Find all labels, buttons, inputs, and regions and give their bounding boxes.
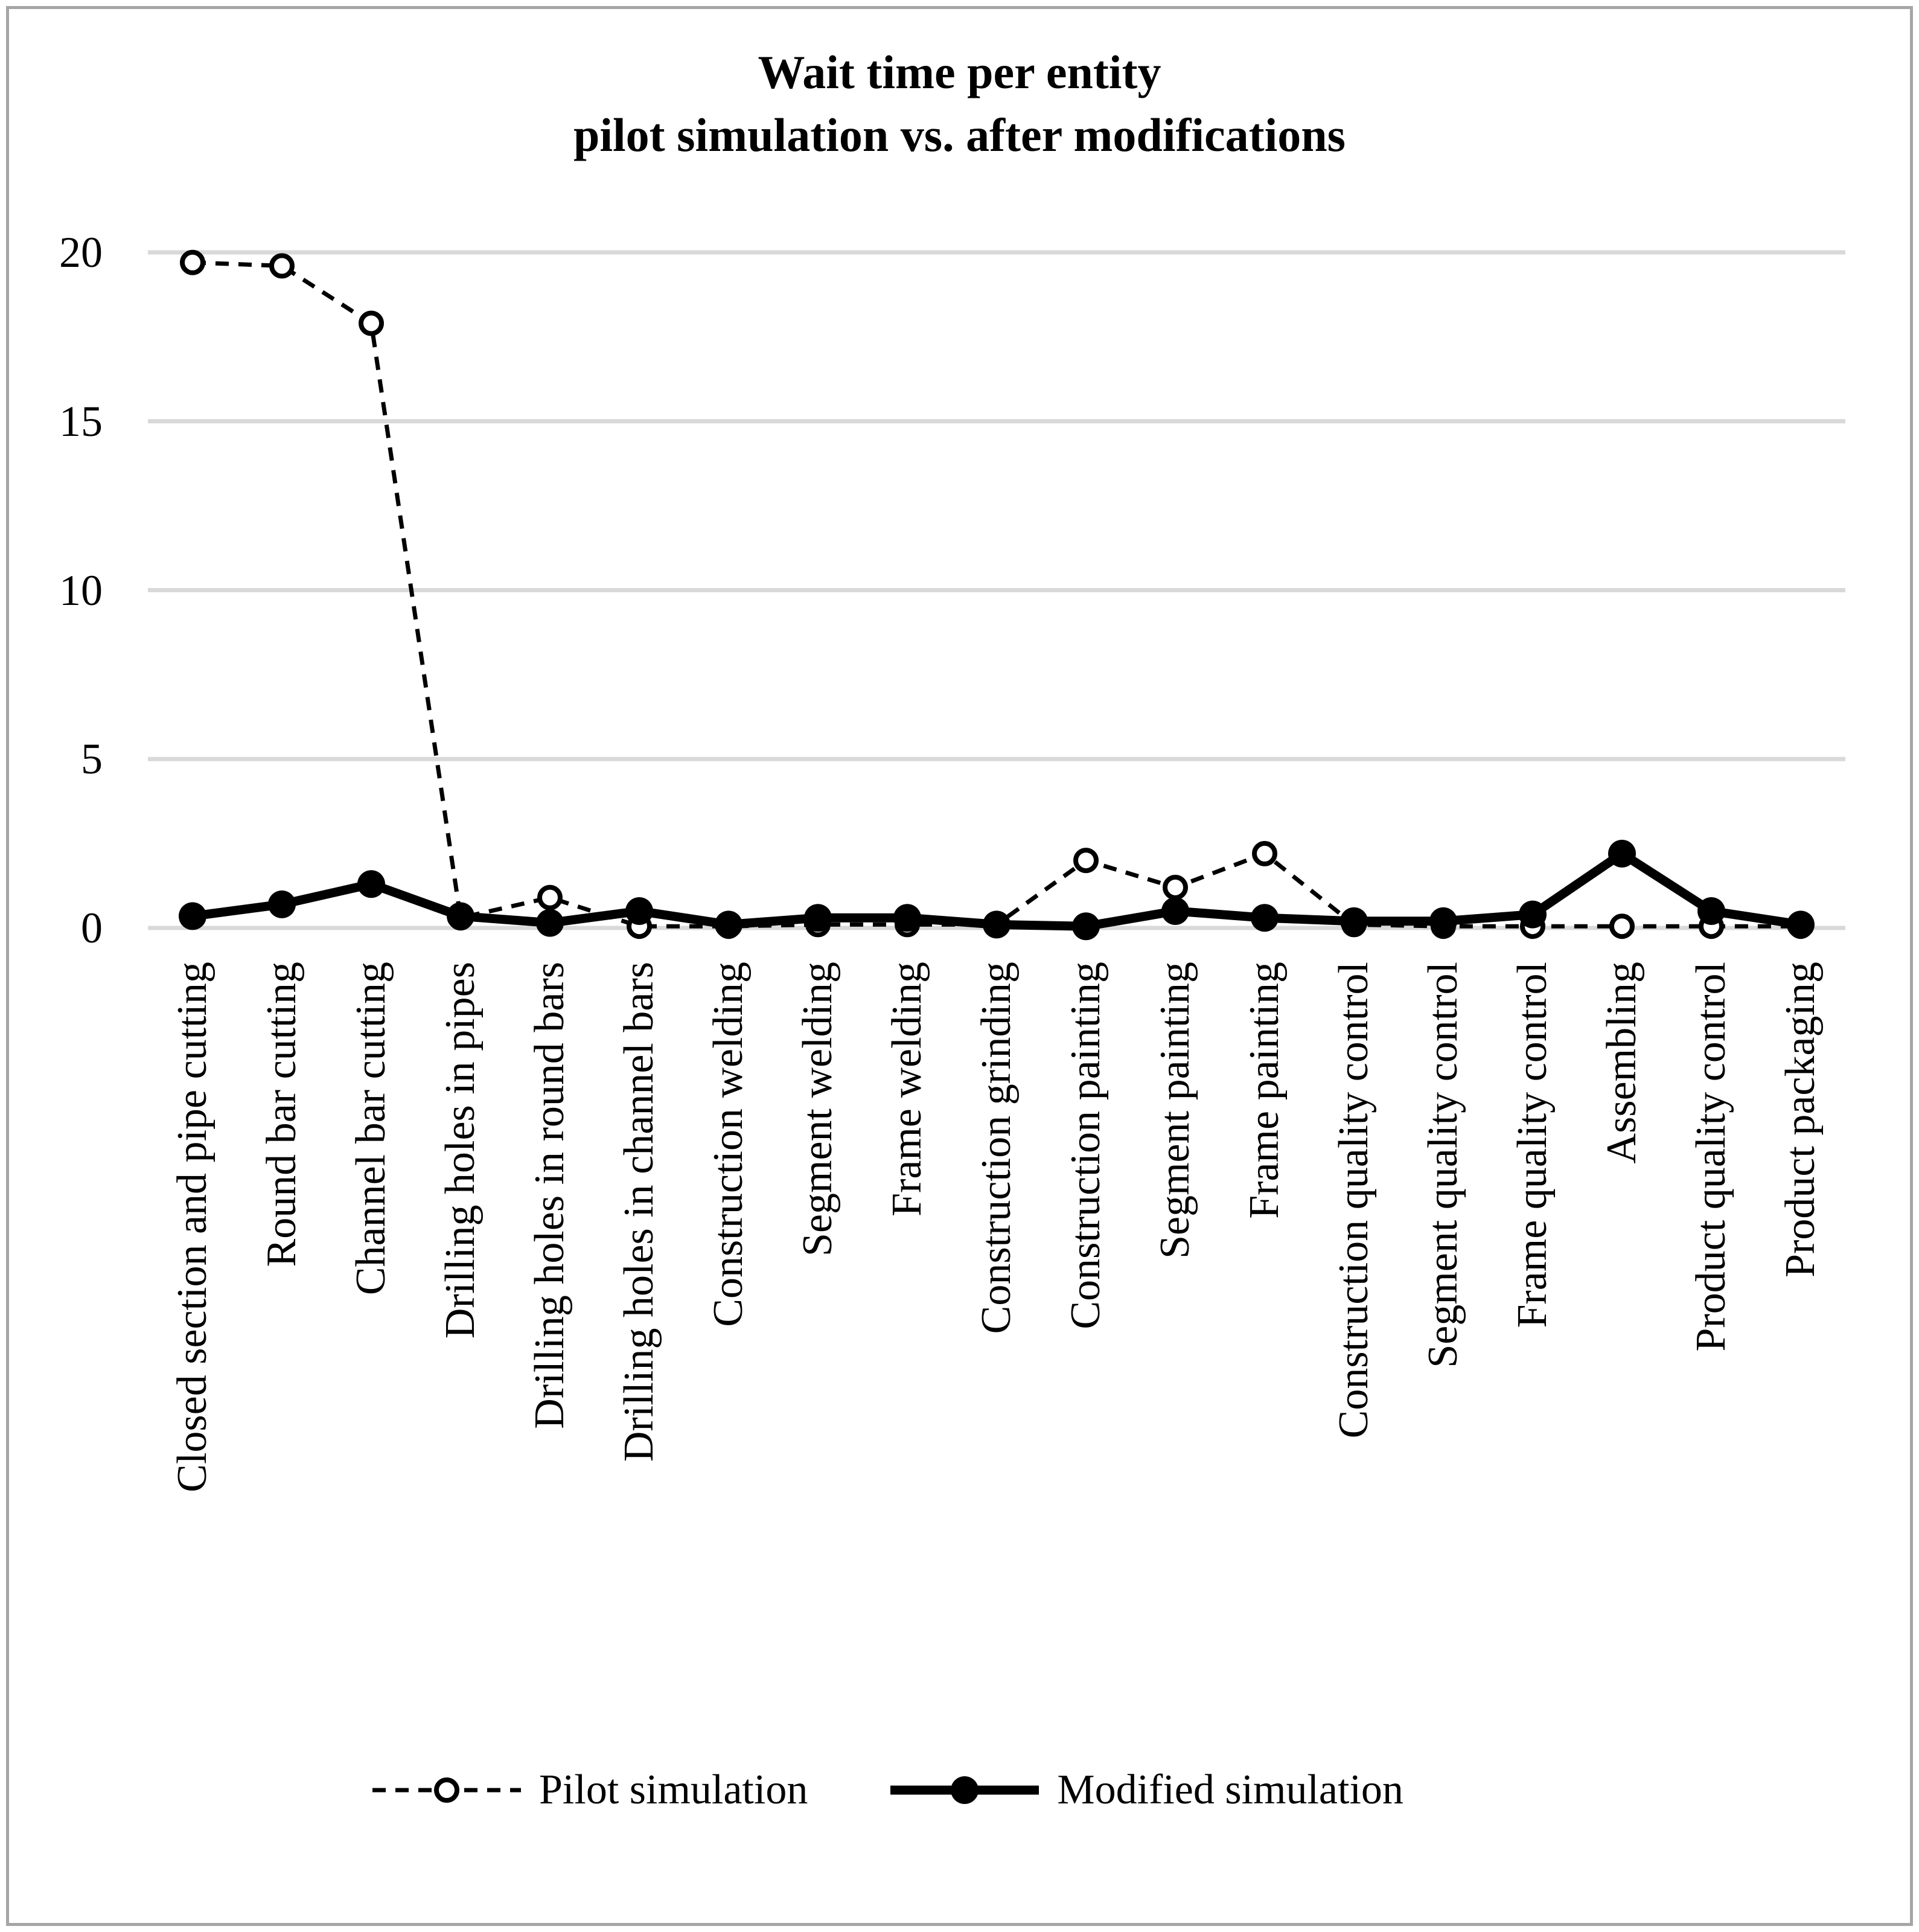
legend-label-pilot: Pilot simulation [539,1767,808,1813]
chart-frame [6,6,1913,1926]
pilot-marker-16 [1609,913,1635,939]
modified-marker-2 [357,870,385,898]
x-category-label-5: Drilling holes in channel bars [616,962,662,1462]
modified-marker-15 [1519,900,1547,929]
x-category-label-3: Drilling holes in pipes [437,962,484,1339]
pilot-marker-11 [1163,874,1188,900]
modified-marker-11 [1161,897,1189,926]
modified-marker-14 [1429,907,1457,935]
modified-marker-6 [715,910,742,939]
pilot-marker-0 [180,249,205,275]
x-category-label-12: Frame painting [1241,962,1288,1219]
legend-item-pilot: Pilot simulation [371,1766,808,1814]
modified-marker-16 [1608,839,1636,868]
x-category-label-10: Construction painting [1062,962,1109,1329]
x-category-label-14: Segment quality control [1420,962,1466,1368]
modified-series-swatch-icon [890,1776,1039,1804]
chart-title: Wait time per entity pilot simulation vs… [0,41,1919,167]
x-category-label-2: Channel bar cutting [348,962,394,1296]
legend: Pilot simulation Modified simulation [371,1766,1403,1814]
modified-marker-10 [1072,912,1100,941]
x-category-label-17: Product quality control [1688,962,1734,1352]
pilot-series-swatch-icon [372,1777,521,1803]
x-category-label-8: Frame welding [884,962,930,1217]
pilot-marker-2 [359,310,384,336]
x-category-label-0: Closed section and pipe cutting [169,962,216,1492]
modified-marker-12 [1251,904,1279,932]
modified-marker-17 [1697,897,1725,926]
chart-title-line1: Wait time per entity [758,46,1161,98]
y-tick-label-20: 20 [59,228,103,277]
pilot-marker-12 [1252,840,1277,866]
x-category-label-4: Drilling holes in round bars [526,962,573,1429]
x-category-label-1: Round bar cutting [258,962,305,1267]
x-category-label-9: Construction grinding [973,962,1020,1334]
modified-marker-9 [983,910,1011,939]
chart-title-line2: pilot simulation vs. after modifications [573,109,1346,161]
pilot-marker-1 [269,253,295,279]
modified-marker-4 [536,909,564,937]
modified-marker-5 [625,897,653,926]
legend-label-modified: Modified simulation [1057,1767,1403,1813]
x-category-label-6: Construction welding [705,962,752,1327]
modified-marker-3 [447,902,474,930]
modified-marker-7 [804,904,832,932]
pilot-marker-4 [537,884,563,910]
y-tick-label-10: 10 [59,566,103,615]
y-tick-label-15: 15 [59,397,103,446]
legend-item-modified: Modified simulation [889,1766,1403,1814]
modified-marker-13 [1340,907,1368,935]
pilot-marker-10 [1073,848,1099,874]
x-category-label-7: Segment welding [794,962,841,1256]
x-category-label-16: Assembling [1598,962,1645,1164]
modified-marker-18 [1787,910,1815,939]
pilot-simulation-line [192,260,1801,929]
y-tick-label-5: 5 [81,735,103,784]
x-category-label-13: Construction quality control [1330,962,1377,1439]
modified-marker-8 [893,904,921,932]
modified-marker-0 [179,902,206,930]
x-category-label-18: Product packaging [1777,962,1824,1278]
x-category-label-11: Segment painting [1152,962,1198,1259]
modified-marker-1 [268,890,296,918]
x-category-label-15: Frame quality control [1509,962,1556,1328]
y-tick-label-0: 0 [81,904,103,952]
